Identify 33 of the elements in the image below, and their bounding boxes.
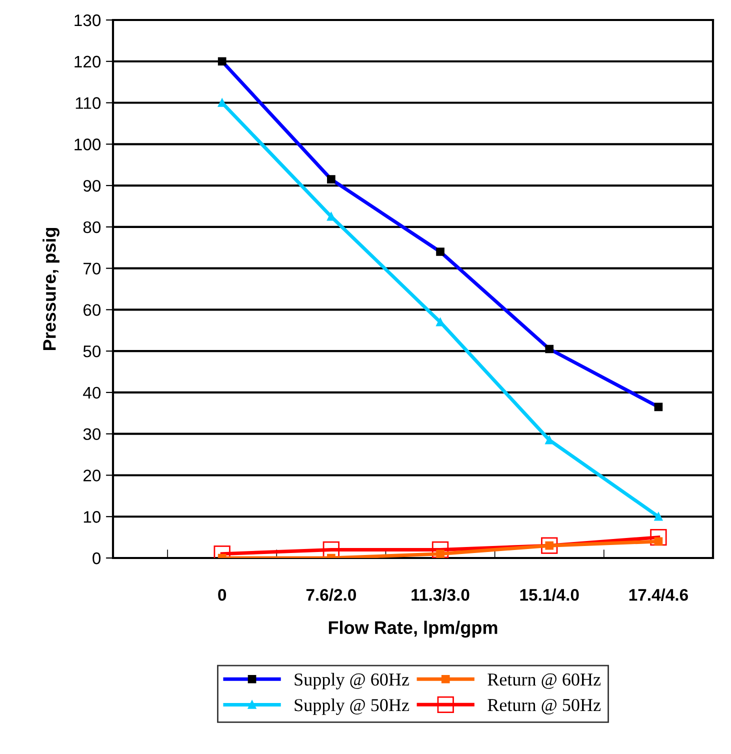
legend-label: Return @ 60Hz [488,673,601,689]
point [436,318,444,326]
x-axis-title: Flow Rate, lpm/gpm [328,620,498,638]
y-tick-label: 70 [84,262,101,275]
y-tick-label: 90 [83,180,101,192]
x-tick-label: 17.4/4.6 [629,588,688,601]
y-tick-label: 60 [84,304,101,316]
y-tick-label: 0 [92,552,101,564]
y-tick-label: 110 [76,97,101,109]
y-axis-title: Pressure, psig [42,228,60,350]
x-tick-label: 0 [218,588,226,601]
y-tick-label: 130 [74,14,101,26]
y-tick-label: 40 [83,386,101,399]
x-tick-label: 15.1/4.0 [520,588,579,601]
point [322,541,340,558]
legend-label: Supply @ 50Hz [294,698,409,715]
y-tick-label: 30 [83,428,101,440]
point [218,98,226,107]
y-tick-label: 120 [74,56,101,68]
y-tick-label: 10 [84,511,101,523]
y-tick-label: 100 [74,138,101,150]
point [432,541,449,558]
point [327,212,336,221]
legend-label: Supply @ 60Hz [294,672,409,690]
y-tick-label: 50 [83,345,101,358]
point [654,512,663,521]
y-tick-label: 20 [83,470,101,482]
x-tick-label: 11.3/3.0 [412,588,470,601]
x-tick-label: 7.6/2.0 [306,588,356,601]
point [650,528,667,546]
legend-label: Return @ 50Hz [488,698,601,714]
point [541,537,558,554]
y-tick-label: 80 [83,221,101,234]
